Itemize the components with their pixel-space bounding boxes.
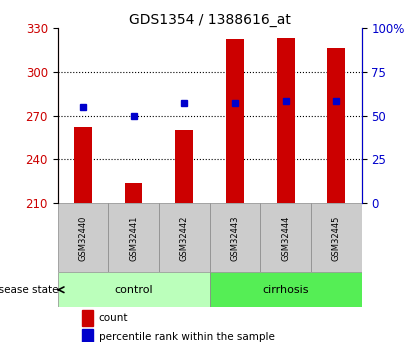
Text: percentile rank within the sample: percentile rank within the sample	[99, 332, 275, 342]
Text: control: control	[114, 285, 153, 295]
Text: cirrhosis: cirrhosis	[262, 285, 309, 295]
Bar	[125, 183, 143, 204]
Bar	[58, 204, 108, 273]
Text: GSM32440: GSM32440	[79, 215, 88, 260]
Bar	[82, 329, 92, 345]
Bar	[58, 273, 210, 307]
Bar	[210, 204, 260, 273]
Bar	[82, 310, 92, 326]
Text: GSM32442: GSM32442	[180, 215, 189, 260]
Bar	[210, 273, 362, 307]
Text: GSM32441: GSM32441	[129, 215, 138, 260]
Bar	[159, 204, 210, 273]
Text: count: count	[99, 313, 128, 323]
Bar	[328, 48, 345, 204]
Text: disease state: disease state	[0, 285, 58, 295]
Bar	[226, 39, 244, 204]
Title: GDS1354 / 1388616_at: GDS1354 / 1388616_at	[129, 12, 291, 27]
Text: GSM32444: GSM32444	[281, 215, 290, 260]
Bar	[311, 204, 362, 273]
Bar	[175, 130, 193, 204]
Bar	[277, 38, 295, 204]
Bar	[108, 204, 159, 273]
Text: GSM32443: GSM32443	[231, 215, 240, 261]
Bar	[74, 127, 92, 204]
Bar	[260, 204, 311, 273]
Text: GSM32445: GSM32445	[332, 215, 341, 260]
